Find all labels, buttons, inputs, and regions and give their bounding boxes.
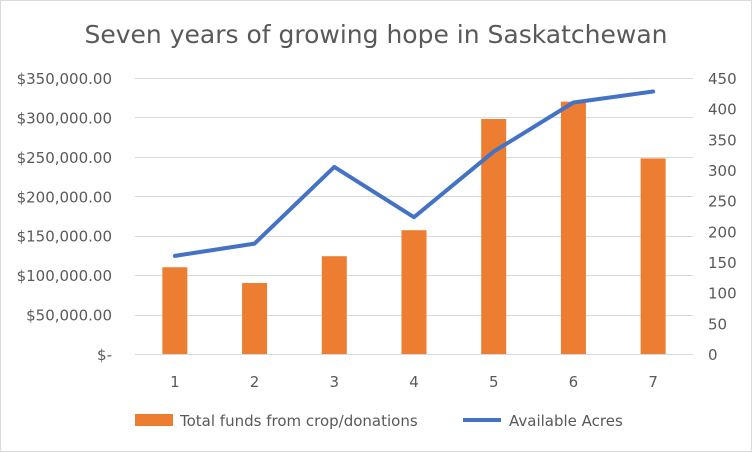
left-axis-tick-label: $50,000.00	[26, 307, 112, 325]
left-axis-tick-labels: $- $50,000.00 $100,000.00 $150,000.00 $200,0…	[17, 70, 112, 364]
left-axis-tick-label: $250,000.00	[17, 149, 112, 167]
chart-title: Seven years of growing hope in Saskatche…	[84, 20, 668, 49]
legend: Total funds from crop/donations Availabl…	[135, 412, 623, 430]
left-axis-tick-label: $300,000.00	[17, 109, 112, 127]
right-axis-tick-label: 0	[708, 346, 718, 364]
bar-funds-4	[401, 230, 427, 354]
x-axis-tick-label: 4	[409, 373, 419, 391]
right-axis-tick-label: 400	[708, 101, 737, 119]
left-axis-tick-label: $150,000.00	[17, 228, 112, 246]
legend-label-acres: Available Acres	[509, 412, 623, 430]
bar-funds-5	[481, 119, 507, 355]
right-axis-tick-label: 250	[708, 193, 737, 211]
x-axis-tick-label: 1	[170, 373, 180, 391]
right-axis-tick-label: 50	[708, 315, 727, 333]
x-axis-tick-label: 6	[569, 373, 579, 391]
x-axis-tick-label: 7	[648, 373, 658, 391]
left-axis-tick-label: $350,000.00	[17, 70, 112, 88]
bar-funds-1	[162, 267, 188, 354]
right-axis-tick-label: 350	[708, 131, 737, 149]
left-axis-tick-label: $200,000.00	[17, 188, 112, 206]
left-axis-tick-label: $-	[97, 346, 112, 364]
right-axis-tick-label: 150	[708, 254, 737, 272]
x-axis-tick-label: 3	[330, 373, 340, 391]
bar-series	[162, 101, 666, 355]
bar-funds-6	[560, 101, 586, 355]
x-axis-tick-label: 2	[250, 373, 260, 391]
bar-funds-2	[242, 283, 268, 354]
bar-funds-7	[640, 158, 666, 354]
right-axis-tick-label: 200	[708, 223, 737, 241]
legend-label-funds: Total funds from crop/donations	[179, 412, 418, 430]
right-axis-tick-label: 300	[708, 162, 737, 180]
right-axis-tick-label: 450	[708, 70, 737, 88]
right-axis-tick-label: 100	[708, 285, 737, 303]
right-axis-tick-labels: 0 50 100 150 200 250 300 350 400 450	[708, 70, 737, 364]
left-axis-tick-label: $100,000.00	[17, 267, 112, 285]
bar-funds-3	[321, 256, 347, 354]
x-axis-tick-label: 5	[489, 373, 499, 391]
x-axis-tick-labels: 1 2 3 4 5 6 7	[135, 354, 693, 391]
line-series	[172, 89, 656, 258]
legend-swatch-funds	[135, 414, 173, 426]
